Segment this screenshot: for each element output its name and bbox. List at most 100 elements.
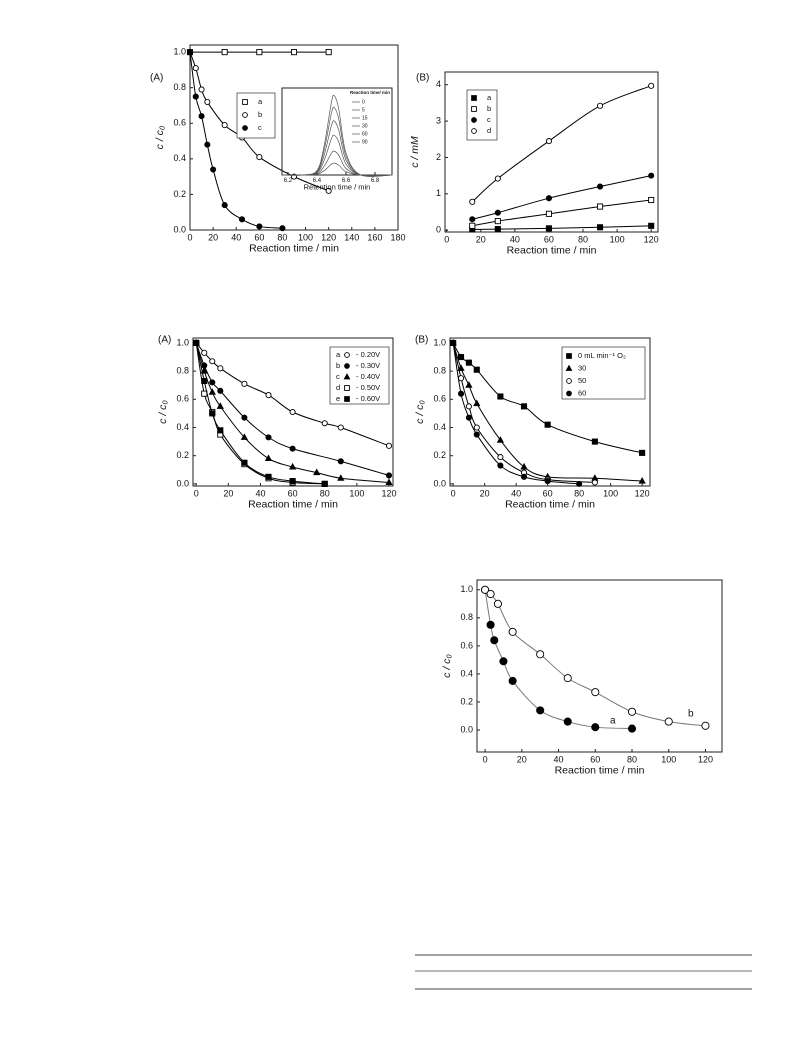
- x-tick-label: 6.8: [371, 178, 380, 184]
- legend-label: b: [336, 361, 340, 370]
- marker: [465, 403, 472, 410]
- fit-curve: [471, 85, 652, 203]
- marker: [473, 431, 480, 438]
- x-axis-label: Reaction time / min: [507, 245, 597, 257]
- y-tick-label: 1: [436, 188, 441, 198]
- legend-marker: [566, 378, 572, 384]
- x-tick-label: 80: [277, 232, 287, 242]
- series-line: [282, 150, 393, 176]
- y-tick-label: 0.2: [460, 696, 473, 706]
- marker: [648, 222, 655, 229]
- y-axis-label: c / c₀: [157, 400, 169, 424]
- x-axis-label: Reaction time / min: [505, 499, 595, 511]
- y-tick-label: 4: [436, 79, 441, 89]
- marker: [701, 721, 710, 730]
- plot-frame: [444, 71, 659, 233]
- marker: [221, 202, 228, 209]
- x-tick-label: 120: [381, 488, 396, 498]
- y-axis-label: c / c₀: [441, 654, 453, 678]
- legend-label: - 0.30V: [356, 361, 380, 370]
- y-tick-label: 0.0: [173, 224, 186, 234]
- marker: [337, 474, 345, 481]
- x-tick-label: 60: [590, 754, 600, 764]
- marker: [288, 462, 297, 470]
- marker: [497, 462, 504, 469]
- y-tick-label: 0.8: [460, 612, 473, 622]
- y-tick-label: 0.0: [176, 478, 189, 488]
- x-tick-label: 40: [511, 488, 521, 498]
- marker: [290, 49, 298, 56]
- marker: [385, 442, 393, 449]
- y-tick-label: 0.0: [433, 478, 446, 488]
- marker: [465, 381, 473, 388]
- marker: [192, 65, 199, 72]
- legend-marker: [471, 128, 477, 134]
- x-tick-label: 80: [627, 754, 637, 764]
- marker: [241, 414, 248, 421]
- marker: [591, 438, 598, 445]
- marker: [321, 480, 328, 487]
- marker: [193, 339, 200, 346]
- series-line: [282, 106, 393, 177]
- marker: [217, 365, 224, 372]
- marker: [265, 392, 272, 399]
- marker: [545, 195, 552, 202]
- marker: [450, 339, 457, 346]
- x-tick-label: 100: [661, 754, 676, 764]
- y-tick-label: 0.6: [460, 640, 473, 650]
- plot-frame: [281, 87, 393, 176]
- y-tick-label: 0.6: [176, 394, 189, 404]
- legend-label: - 0.60V: [356, 394, 380, 403]
- x-tick-label: 6.2: [284, 178, 293, 184]
- marker: [240, 433, 249, 440]
- fit-curve: [195, 342, 390, 483]
- legend-marker: [242, 99, 248, 105]
- x-tick-label: 0: [483, 754, 488, 764]
- marker: [469, 198, 476, 205]
- marker: [493, 599, 502, 608]
- marker: [325, 49, 332, 56]
- fit-curve: [195, 342, 390, 447]
- x-tick-label: 60: [543, 488, 553, 498]
- marker: [520, 403, 528, 410]
- panel-label: (B): [415, 335, 428, 346]
- marker: [499, 657, 508, 666]
- marker: [469, 222, 476, 229]
- panel-label: (B): [416, 73, 429, 84]
- legend-box: [329, 346, 390, 405]
- marker: [325, 187, 332, 194]
- marker: [536, 650, 545, 659]
- marker: [473, 399, 481, 407]
- y-tick-label: 0.6: [173, 118, 186, 128]
- legend-label: c: [336, 372, 340, 381]
- y-tick-label: 1.0: [176, 337, 189, 347]
- legend-label: a: [487, 93, 492, 102]
- marker: [241, 459, 248, 466]
- plot-frame: [476, 579, 723, 753]
- marker: [465, 414, 472, 421]
- marker: [648, 172, 655, 179]
- marker: [520, 462, 528, 470]
- marker: [337, 458, 344, 465]
- marker: [264, 454, 273, 462]
- marker: [321, 420, 328, 427]
- marker: [209, 379, 216, 386]
- marker: [545, 225, 552, 232]
- marker: [385, 472, 393, 479]
- legend-label: 0 mL min⁻¹ O₂: [578, 351, 626, 360]
- y-tick-label: 0.2: [176, 450, 189, 460]
- legend-label: 15: [362, 115, 368, 121]
- x-tick-label: 0: [194, 488, 199, 498]
- y-tick-label: 1.0: [433, 337, 446, 347]
- y-axis-label: c / mM: [409, 136, 421, 168]
- x-tick-label: 40: [231, 232, 241, 242]
- legend-label: a: [258, 97, 263, 106]
- y-tick-label: 0.2: [173, 189, 186, 199]
- marker: [638, 477, 646, 484]
- x-tick-label: 80: [320, 488, 330, 498]
- marker: [265, 434, 272, 441]
- marker: [289, 408, 296, 416]
- marker: [494, 175, 501, 182]
- legend-marker: [471, 95, 477, 101]
